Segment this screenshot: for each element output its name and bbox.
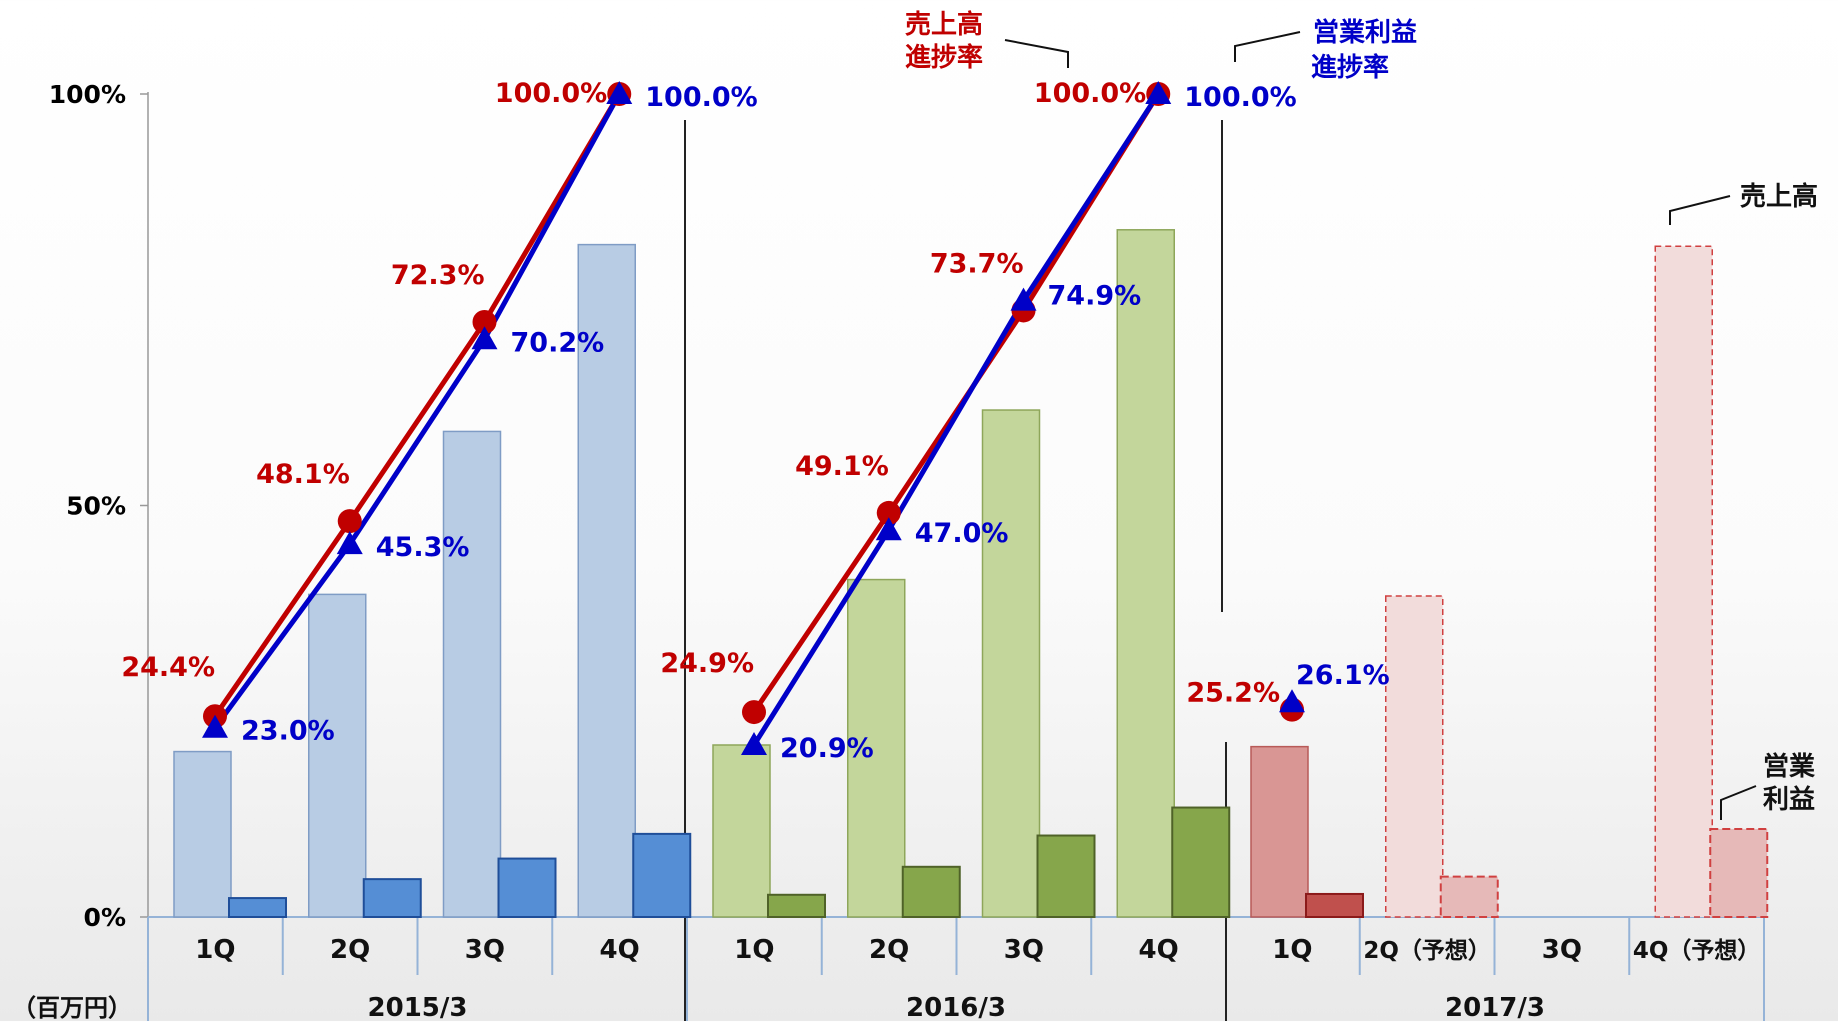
profit-rate-label: 70.2% xyxy=(511,327,605,358)
profit-bar xyxy=(767,893,826,918)
quarter-label: 3Q xyxy=(465,935,505,965)
quarter-label: 2Q（予想） xyxy=(1363,937,1491,964)
y-tick-label: 100% xyxy=(49,80,126,109)
annotation-profit: 利益 xyxy=(1763,785,1815,815)
sales-rate-marker xyxy=(337,509,362,534)
profit-rate-line xyxy=(751,92,1161,747)
annotation-leader xyxy=(1234,31,1301,62)
profit-rate-label: 20.9% xyxy=(780,733,874,764)
profit-bar xyxy=(1709,827,1769,919)
sales-rate-marker xyxy=(472,309,497,334)
fiscal-year-label: 2016/3 xyxy=(906,993,1006,1021)
sales-rate-label: 100.0% xyxy=(495,78,607,109)
profit-rate-label: 100.0% xyxy=(1184,82,1296,113)
profit-bar xyxy=(1036,834,1096,919)
profit-rate-marker xyxy=(336,531,363,555)
sales-rate-marker xyxy=(876,500,901,525)
quarter-label: 2Q xyxy=(869,935,909,965)
annotation-leader xyxy=(1720,785,1757,820)
profit-rate-line xyxy=(212,92,622,730)
sales-bar xyxy=(712,744,771,918)
profit-bar xyxy=(1171,806,1231,919)
quarter-label: 3Q xyxy=(1542,935,1582,965)
profit-bar xyxy=(1305,892,1364,918)
quarter-label: 3Q xyxy=(1004,935,1044,965)
sales-rate-label: 72.3% xyxy=(391,260,485,291)
profit-rate-label: 23.0% xyxy=(241,716,335,747)
profit-rate-marker xyxy=(1279,689,1305,713)
sales-bar xyxy=(847,578,906,918)
annotation-leader xyxy=(1669,195,1731,225)
profit-bar xyxy=(497,857,557,919)
fiscal-year-label: 2015/3 xyxy=(368,993,468,1021)
sales-bar xyxy=(173,750,232,918)
profit-rate-marker xyxy=(1010,287,1037,311)
sales-rate-label: 100.0% xyxy=(1034,78,1146,109)
sales-bar xyxy=(442,430,502,918)
profit-rate-label: 47.0% xyxy=(915,518,1009,549)
quarter-label: 1Q xyxy=(195,935,235,965)
annotation-profit-rate: 進捗率 xyxy=(1311,52,1389,83)
profit-rate-marker xyxy=(741,731,767,755)
quarter-label: 1Q xyxy=(734,935,774,965)
sales-rate-label: 48.1% xyxy=(256,459,350,490)
profit-rate-label: 100.0% xyxy=(645,82,757,113)
profit-rate-marker xyxy=(471,326,498,350)
y-tick-label: 0% xyxy=(84,903,126,932)
annotation-sales-rate: 進捗率 xyxy=(905,42,983,73)
sales-bar xyxy=(577,243,636,918)
quarter-label: 4Q xyxy=(600,935,640,965)
sales-rate-marker xyxy=(742,700,766,725)
annotation-profit-rate: 営業利益 xyxy=(1313,18,1417,48)
sales-bar xyxy=(1385,595,1444,918)
quarter-label: 2Q xyxy=(330,935,370,965)
y-tick-label: 50% xyxy=(66,492,126,521)
profit-rate-marker xyxy=(1145,81,1172,104)
sales-rate-label: 24.4% xyxy=(121,652,215,683)
profit-rate-marker xyxy=(875,517,902,541)
profit-bar xyxy=(228,897,287,918)
sales-rate-label: 73.7% xyxy=(930,248,1024,279)
sales-bar xyxy=(1250,745,1309,918)
profit-rate-label: 26.1% xyxy=(1296,660,1390,691)
quarter-label: 4Q xyxy=(1139,935,1179,965)
profit-bar xyxy=(632,832,692,919)
annotation-profit: 営業 xyxy=(1763,752,1815,782)
profit-rate-marker xyxy=(606,81,633,104)
sales-rate-label: 24.9% xyxy=(660,648,754,679)
sales-bar xyxy=(981,409,1041,918)
sales-bar xyxy=(1116,229,1175,918)
unit-label: （百万円） xyxy=(12,994,132,1021)
annotation-sales-rate: 売上高 xyxy=(905,9,983,40)
quarter-label: 1Q xyxy=(1272,935,1312,965)
profit-bar xyxy=(1439,875,1499,918)
quarter-label: 4Q（予想） xyxy=(1633,937,1761,964)
sales-rate-label: 49.1% xyxy=(795,451,889,482)
profit-bar xyxy=(362,878,422,919)
profit-rate-label: 74.9% xyxy=(1048,281,1142,312)
sales-rate-label: 25.2% xyxy=(1186,678,1280,709)
annotation-leader xyxy=(1004,39,1069,68)
annotation-sales: 売上高 xyxy=(1740,181,1818,212)
sales-rate-line xyxy=(212,92,622,718)
fiscal-year-label: 2017/3 xyxy=(1445,993,1545,1021)
sales-bar xyxy=(1654,245,1713,918)
profit-rate-marker xyxy=(202,714,228,738)
profit-rate-label: 45.3% xyxy=(376,532,470,563)
sales-bar xyxy=(308,593,367,918)
profit-bar xyxy=(901,865,961,918)
